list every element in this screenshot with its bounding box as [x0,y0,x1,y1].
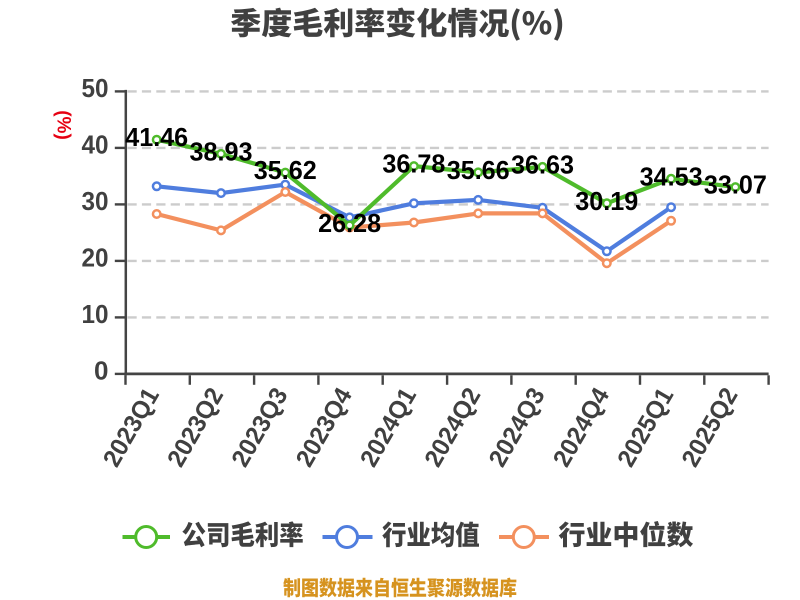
svg-text:26.28: 26.28 [318,208,381,238]
svg-text:33.07: 33.07 [704,170,767,200]
svg-text:36.78: 36.78 [382,149,445,179]
svg-text:0: 0 [94,355,108,385]
svg-text:40: 40 [82,129,109,159]
svg-text:30: 30 [82,186,109,216]
svg-text:35.66: 35.66 [447,155,510,185]
svg-text:10: 10 [82,299,109,329]
svg-text:35.62: 35.62 [254,155,317,185]
svg-text:38.93: 38.93 [190,136,253,166]
svg-text:50: 50 [82,73,109,103]
svg-text:41.46: 41.46 [125,122,188,152]
svg-text:(%): (%) [53,110,74,140]
svg-text:36.63: 36.63 [511,149,574,179]
svg-text:30.19: 30.19 [575,186,638,216]
svg-text:34.53: 34.53 [640,161,703,191]
svg-text:20: 20 [82,242,109,272]
